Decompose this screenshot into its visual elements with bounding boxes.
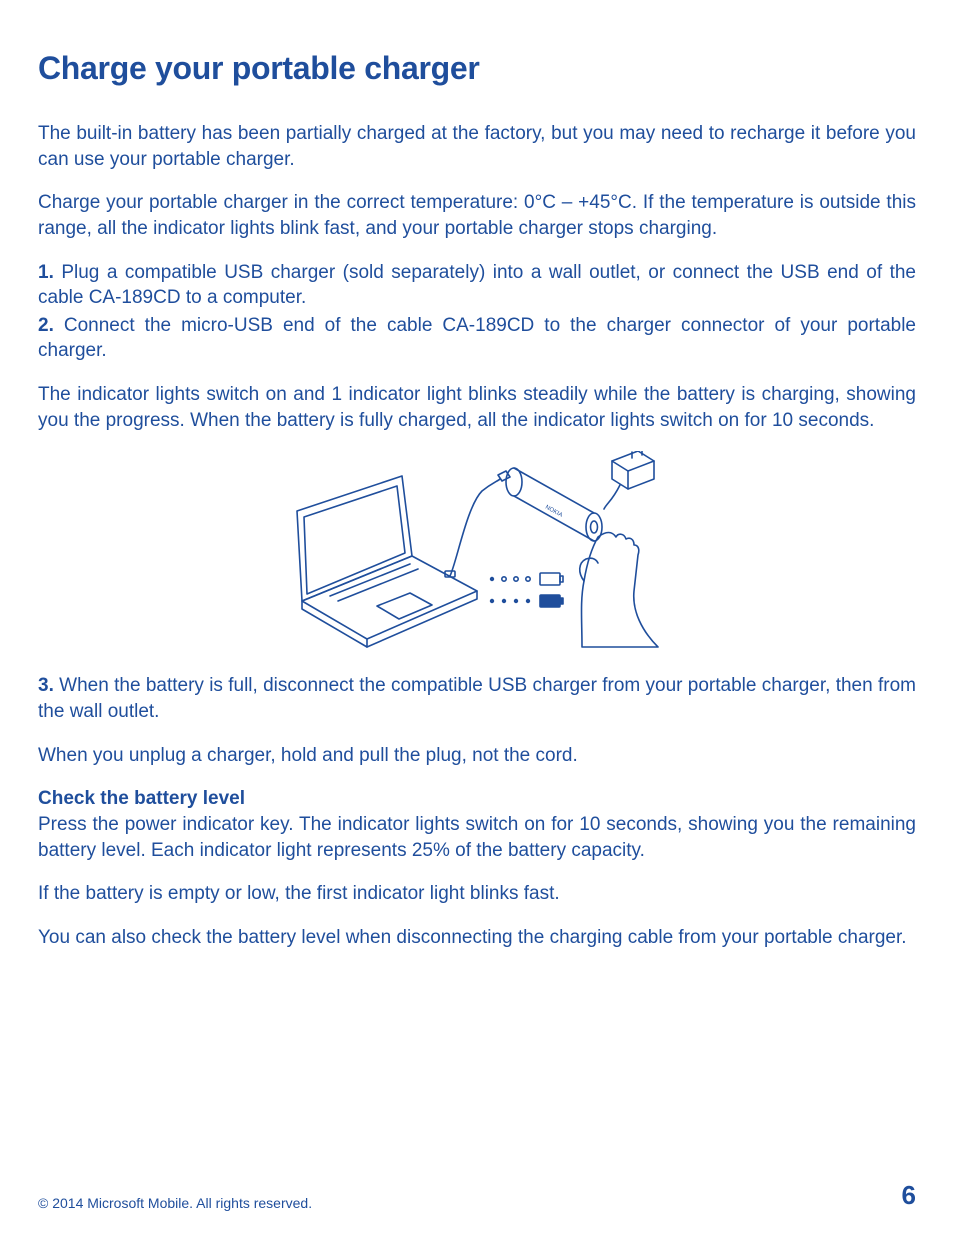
- check-battery-p3: You can also check the battery level whe…: [38, 925, 916, 951]
- intro-paragraph-2: Charge your portable charger in the corr…: [38, 190, 916, 241]
- copyright-text: © 2014 Microsoft Mobile. All rights rese…: [38, 1195, 312, 1211]
- step-2: 2. Connect the micro-USB end of the cabl…: [38, 313, 916, 364]
- intro-paragraph-1: The built-in battery has been partially …: [38, 121, 916, 172]
- step-3-text: When the battery is full, disconnect the…: [38, 675, 916, 722]
- step-1-text: Plug a compatible USB charger (sold sepa…: [38, 262, 916, 309]
- step-1: 1. Plug a compatible USB charger (sold s…: [38, 260, 916, 311]
- indicator-paragraph: The indicator lights switch on and 1 ind…: [38, 382, 916, 433]
- charging-diagram: NOKIA: [282, 451, 672, 651]
- unplug-note: When you unplug a charger, hold and pull…: [38, 743, 916, 769]
- step-2-text: Connect the micro-USB end of the cable C…: [38, 315, 916, 362]
- step-2-number: 2.: [38, 315, 54, 336]
- svg-text:NOKIA: NOKIA: [544, 505, 563, 519]
- check-battery-p1: Press the power indicator key. The indic…: [38, 812, 916, 863]
- page-title: Charge your portable charger: [38, 50, 916, 87]
- diagram-container: NOKIA: [38, 451, 916, 651]
- check-battery-subhead: Check the battery level: [38, 786, 916, 812]
- page-footer: © 2014 Microsoft Mobile. All rights rese…: [38, 1180, 916, 1211]
- step-3: 3. When the battery is full, disconnect …: [38, 673, 916, 724]
- step-1-number: 1.: [38, 262, 54, 283]
- check-battery-p2: If the battery is empty or low, the firs…: [38, 881, 916, 907]
- step-3-number: 3.: [38, 675, 54, 696]
- page-number: 6: [902, 1180, 916, 1211]
